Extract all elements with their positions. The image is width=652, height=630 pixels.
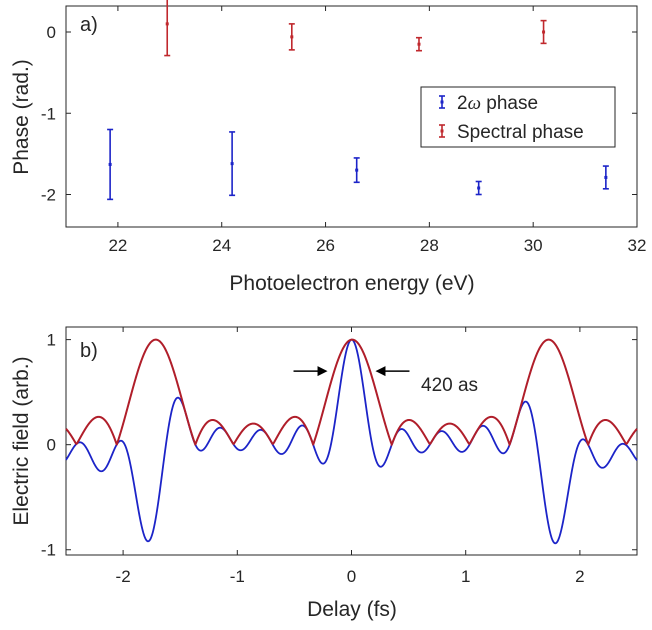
panel-b-label: b) — [80, 340, 98, 362]
panel-a-x-tick-label: 24 — [212, 236, 231, 255]
pulse-width-label: 420 as — [421, 375, 478, 396]
panel-b-x-axis-label: Delay (fs) — [307, 598, 397, 621]
panel-a-point-2w-4 — [602, 165, 609, 190]
panel-b-y-tick-label: 0 — [47, 436, 56, 455]
width-arrow-left-head — [317, 366, 328, 377]
panel-b-x-tick-label: 0 — [347, 567, 356, 586]
panel-a-point-spectral-2 — [415, 36, 422, 52]
width-arrow-right-head — [375, 366, 386, 377]
envelope-line — [65, 338, 638, 447]
panel-a-point-2w-2 — [353, 157, 360, 184]
panel-a-y-tick-label: -2 — [41, 186, 56, 205]
legend-label-spectral-phase: Spectral phase — [457, 122, 584, 143]
panel-b-field-chart: -2 -1 0 1 2 1 0 -1 420 as b) Delay (fs) Electri… — [10, 326, 638, 621]
panel-b-y-tick-label: -1 — [41, 541, 56, 560]
panel-a-x-tick-label: 22 — [108, 236, 127, 255]
panel-a-x-tick-label: 32 — [628, 236, 647, 255]
panel-b-x-tick-label: -1 — [230, 567, 245, 586]
panel-a-ticks: 22 24 26 28 30 32 0 -1 -2 — [41, 6, 647, 255]
panel-b-y-tick-label: 1 — [47, 331, 56, 350]
panel-a-point-2w-1 — [229, 131, 236, 197]
panel-a-point-spectral-0 — [164, 0, 171, 57]
panel-a-x-tick-label: 30 — [524, 236, 543, 255]
panel-a-y-tick-label: -1 — [41, 104, 56, 123]
legend-label-2w-phase: 2ω phase — [457, 93, 538, 114]
panel-a-point-2w-0 — [107, 128, 114, 201]
panel-a-x-tick-label: 26 — [316, 236, 335, 255]
panel-a-label: a) — [80, 14, 98, 36]
panel-a-phase-chart: 22 24 26 28 30 32 0 -1 -2 a) Photoelectron energ… — [10, 0, 646, 295]
panel-b-ticks: -2 -1 0 1 2 1 0 -1 — [41, 327, 637, 586]
panel-b-x-tick-label: 2 — [575, 567, 584, 586]
panel-a-y-axis-label: Phase (rad.) — [10, 59, 33, 175]
legend: 2ω phase Spectral phase — [420, 86, 616, 148]
legend-marker-2w-phase — [439, 95, 445, 109]
panel-b-x-tick-label: -2 — [116, 567, 131, 586]
panel-a-x-tick-label: 28 — [420, 236, 439, 255]
panel-a-point-spectral-3 — [540, 19, 547, 45]
pulse-width-annotation: 420 as — [293, 366, 478, 396]
panel-b-x-tick-label: 1 — [461, 567, 470, 586]
panel-a-x-axis-label: Photoelectron energy (eV) — [229, 272, 474, 295]
panel-a-y-tick-label: 0 — [47, 23, 56, 42]
legend-box — [420, 86, 616, 148]
panel-b-axes-box — [65, 326, 638, 556]
legend-marker-spectral-phase — [439, 124, 445, 138]
panel-b-y-axis-label: Electric field (arb.) — [10, 356, 33, 525]
panel-a-marks — [107, 0, 609, 201]
panel-a-point-2w-3 — [475, 180, 482, 196]
panel-a-point-spectral-1 — [288, 23, 295, 51]
